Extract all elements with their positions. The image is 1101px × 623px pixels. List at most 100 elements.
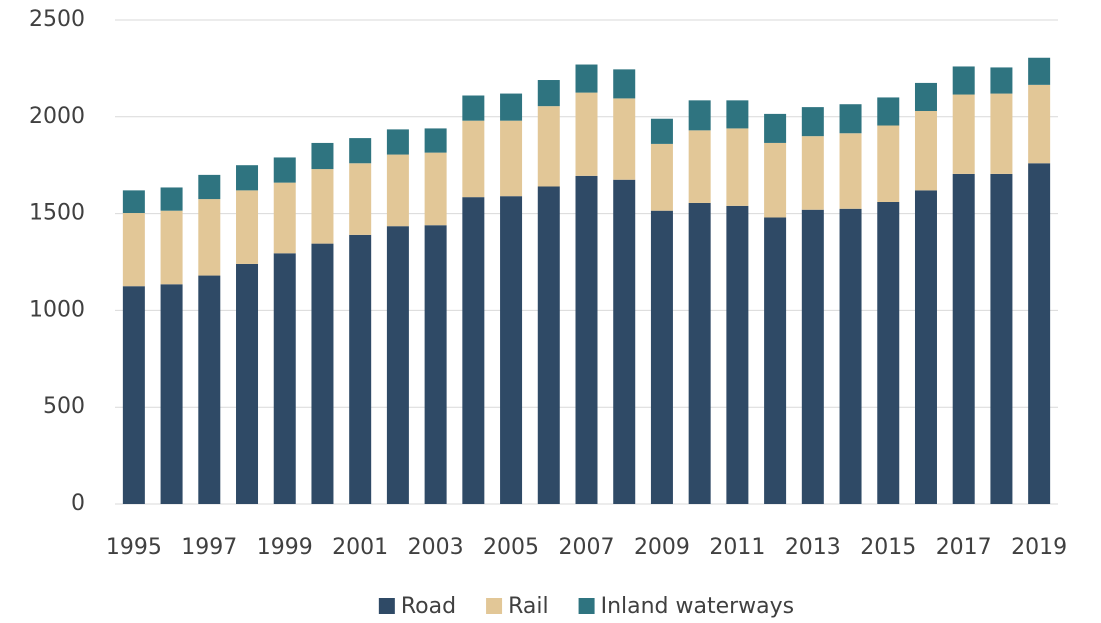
bar-segment [613, 69, 636, 99]
bar-segment [198, 275, 221, 504]
bar-segment [877, 125, 900, 202]
bar-segment [952, 94, 975, 174]
bar-segment [688, 130, 711, 203]
bar-segment [236, 190, 259, 264]
x-tick-label: 2007 [559, 535, 615, 560]
bar-segment [537, 186, 560, 504]
bar-segment [650, 118, 673, 144]
bar-segment [311, 142, 334, 170]
bar-segment [990, 93, 1013, 174]
bar-segment [764, 142, 787, 218]
bar-segment [726, 100, 749, 129]
x-tick-label: 1995 [106, 535, 162, 560]
bar-segment [726, 128, 749, 206]
bar-segment [575, 64, 598, 93]
y-tick-label: 0 [71, 491, 85, 516]
bar-segment [462, 197, 485, 505]
bar-segment [801, 209, 824, 504]
bar-segment [198, 199, 221, 276]
legend-label: Rail [508, 594, 549, 619]
bar-segment [537, 106, 560, 187]
x-tick-label: 2003 [408, 535, 464, 560]
y-tick-label: 2500 [29, 7, 85, 32]
y-tick-label: 500 [43, 394, 85, 419]
x-tick-label: 2013 [785, 535, 841, 560]
bar-segment [386, 154, 409, 227]
bar-segment [877, 201, 900, 504]
bar-segment [1028, 57, 1051, 85]
bar-segment [122, 190, 145, 214]
x-tick-label: 2005 [483, 535, 539, 560]
bar-segment [764, 113, 787, 143]
legend-swatch [578, 598, 595, 614]
y-tick-label: 1500 [29, 201, 85, 226]
bar-segment [424, 152, 447, 226]
bar-segment [122, 213, 145, 287]
bar-segment [613, 98, 636, 180]
legend-label: Inland waterways [601, 594, 795, 619]
bar-segment [349, 163, 372, 235]
bar-segment [990, 173, 1013, 505]
bar-segment [952, 66, 975, 95]
bar-segment [650, 143, 673, 211]
bar-segment [1028, 84, 1051, 164]
bar-segment [839, 208, 862, 504]
bar-segment [500, 196, 523, 504]
bar-segment [311, 169, 334, 244]
bar-segment [801, 107, 824, 137]
bar-segment [613, 179, 636, 504]
bar-segment [160, 284, 183, 504]
legend-label: Road [401, 594, 456, 619]
bar-segment [386, 129, 409, 155]
bar-segment [122, 286, 145, 504]
bar-segment [575, 175, 598, 504]
bar-segment [198, 174, 221, 200]
x-tick-label: 2017 [936, 535, 992, 560]
bar-segment [236, 263, 259, 504]
y-tick-label: 2000 [29, 104, 85, 129]
bar-segment [801, 136, 824, 210]
bar-segment [688, 202, 711, 504]
bar-segment [160, 210, 183, 285]
bar-segment [424, 225, 447, 504]
bar-segment [462, 95, 485, 121]
bar-segment [914, 190, 937, 505]
legend-swatch [378, 598, 395, 614]
bar-segment [575, 92, 598, 176]
bar-segment [1028, 163, 1051, 504]
x-tick-label: 2001 [332, 535, 388, 560]
bar-segment [273, 157, 296, 183]
bar-segment [537, 80, 560, 107]
bar-segment [839, 104, 862, 134]
bar-segment [914, 82, 937, 111]
x-tick-label: 2009 [634, 535, 690, 560]
bar-segment [160, 187, 183, 211]
bar-segment [839, 133, 862, 209]
bar-segment [424, 128, 447, 153]
bar-segment [311, 243, 334, 504]
bar-segment [914, 110, 937, 191]
bar-segment [764, 217, 787, 505]
y-tick-label: 1000 [29, 297, 85, 322]
x-tick-label: 1999 [257, 535, 313, 560]
x-tick-label: 2019 [1011, 535, 1067, 560]
bar-segment [273, 182, 296, 254]
bar-segment [386, 226, 409, 504]
x-tick-label: 1997 [181, 535, 237, 560]
bar-segment [500, 93, 523, 121]
bar-segment [349, 138, 372, 164]
x-tick-label: 2015 [860, 535, 916, 560]
bar-segment [349, 234, 372, 504]
bar-segment [500, 120, 523, 197]
bar-segment [877, 97, 900, 126]
x-tick-label: 2011 [709, 535, 765, 560]
bar-segment [726, 205, 749, 504]
bar-segment [236, 165, 259, 191]
bar-segment [688, 100, 711, 131]
bar-segment [990, 67, 1013, 94]
bar-segment [952, 173, 975, 505]
legend-swatch [486, 598, 503, 614]
bar-segment [462, 120, 485, 198]
bar-segment [273, 253, 296, 504]
